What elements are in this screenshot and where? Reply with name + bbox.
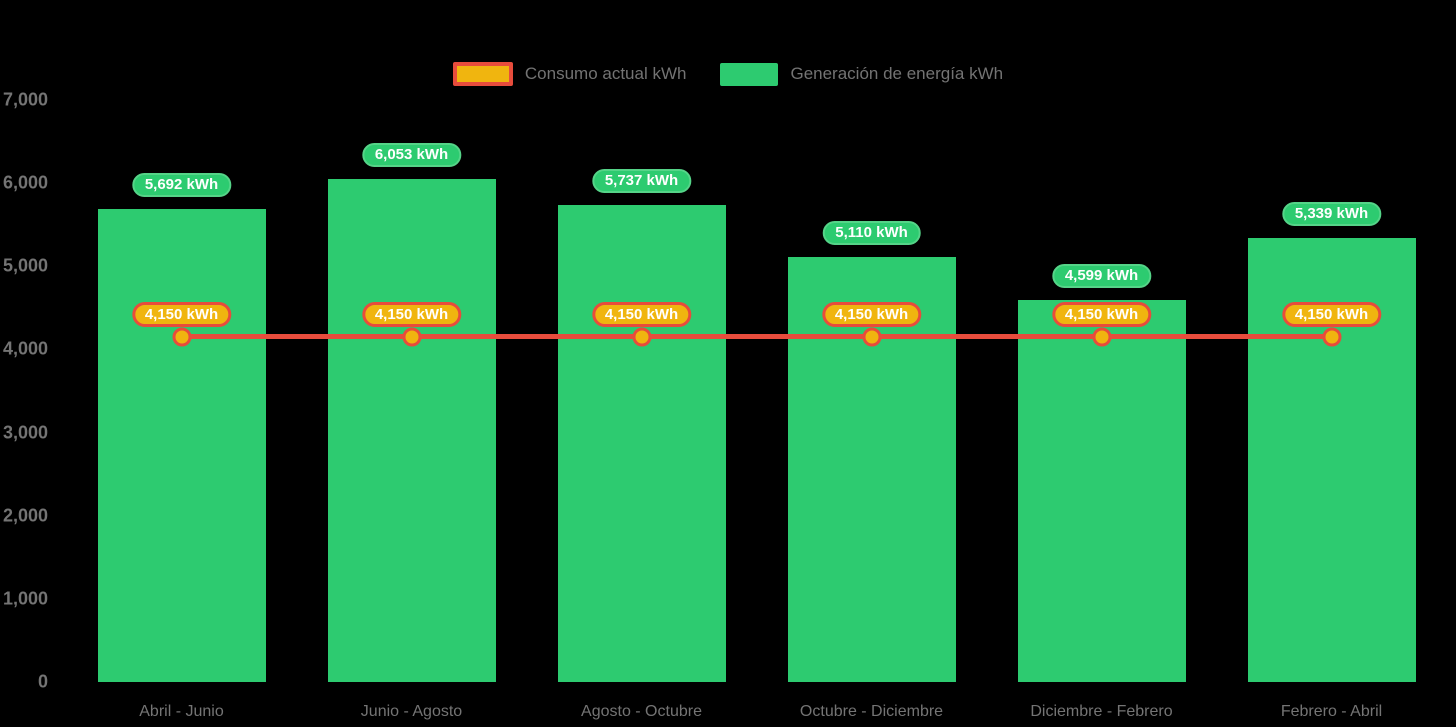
y-axis-tick-label: 3,000 (2, 422, 48, 443)
bar-diciembre-febrero[interactable] (1017, 299, 1186, 682)
bar-value-label: 6,053 kWh (361, 142, 462, 167)
bar-junio-agosto[interactable] (327, 178, 496, 682)
x-axis-category-label: Junio - Agosto (360, 703, 463, 720)
x-axis-category-label: Diciembre - Febrero (1030, 703, 1173, 720)
x-axis-category-label: Octubre - Diciembre (799, 703, 944, 720)
consumption-marker-dot[interactable] (402, 327, 421, 347)
bar-value-label: 5,339 kWh (1281, 202, 1382, 227)
legend-label-consumo: Consumo actual kWh (524, 64, 687, 83)
legend: Consumo actual kWh Generación de energía… (0, 62, 1456, 86)
y-axis-tick-label: 5,000 (2, 255, 48, 276)
x-axis-category-label: Febrero - Abril (1280, 703, 1383, 720)
consumption-value-label: 4,150 kWh (1051, 301, 1152, 327)
x-axis-category-label: Agosto - Octubre (581, 703, 702, 720)
consumption-marker-dot[interactable] (1322, 327, 1341, 347)
consumption-marker-dot[interactable] (632, 327, 651, 347)
consumption-marker-dot[interactable] (172, 327, 191, 347)
consumption-value-label: 4,150 kWh (131, 301, 232, 327)
legend-label-generacion: Generación de energía kWh (790, 64, 1004, 83)
consumption-marker-dot[interactable] (862, 327, 881, 347)
consumption-value-label: 4,150 kWh (1281, 301, 1382, 327)
consumo-swatch-icon (452, 62, 513, 86)
bar-value-label: 5,737 kWh (591, 169, 692, 193)
consumption-value-label: 4,150 kWh (591, 301, 692, 327)
y-axis-tick-label: 1,000 (2, 588, 48, 609)
y-axis-tick-label: 6,000 (2, 172, 48, 193)
y-axis-tick-label: 7,000 (2, 89, 48, 110)
consumption-value-label: 4,150 kWh (821, 301, 922, 327)
generacion-swatch-icon (720, 62, 779, 86)
bar-value-label: 5,110 kWh (822, 221, 921, 246)
legend-item-consumo[interactable]: Consumo actual kWh (452, 62, 687, 86)
legend-item-generacion[interactable]: Generación de energía kWh (720, 62, 1004, 86)
y-axis-tick-label: 0 (37, 671, 48, 692)
consumption-line (181, 334, 1332, 340)
bar-agosto-octubre[interactable] (557, 205, 726, 682)
bar-value-label: 5,692 kWh (131, 172, 232, 197)
y-axis-tick-label: 4,000 (2, 338, 48, 359)
bar-value-label: 4,599 kWh (1051, 263, 1152, 288)
bar-abril-junio[interactable] (97, 208, 266, 682)
y-axis-tick-label: 2,000 (2, 505, 48, 526)
x-axis-category-label: Abril - Junio (139, 703, 224, 720)
consumption-marker-dot[interactable] (1092, 327, 1111, 347)
consumption-value-label: 4,150 kWh (361, 301, 462, 327)
